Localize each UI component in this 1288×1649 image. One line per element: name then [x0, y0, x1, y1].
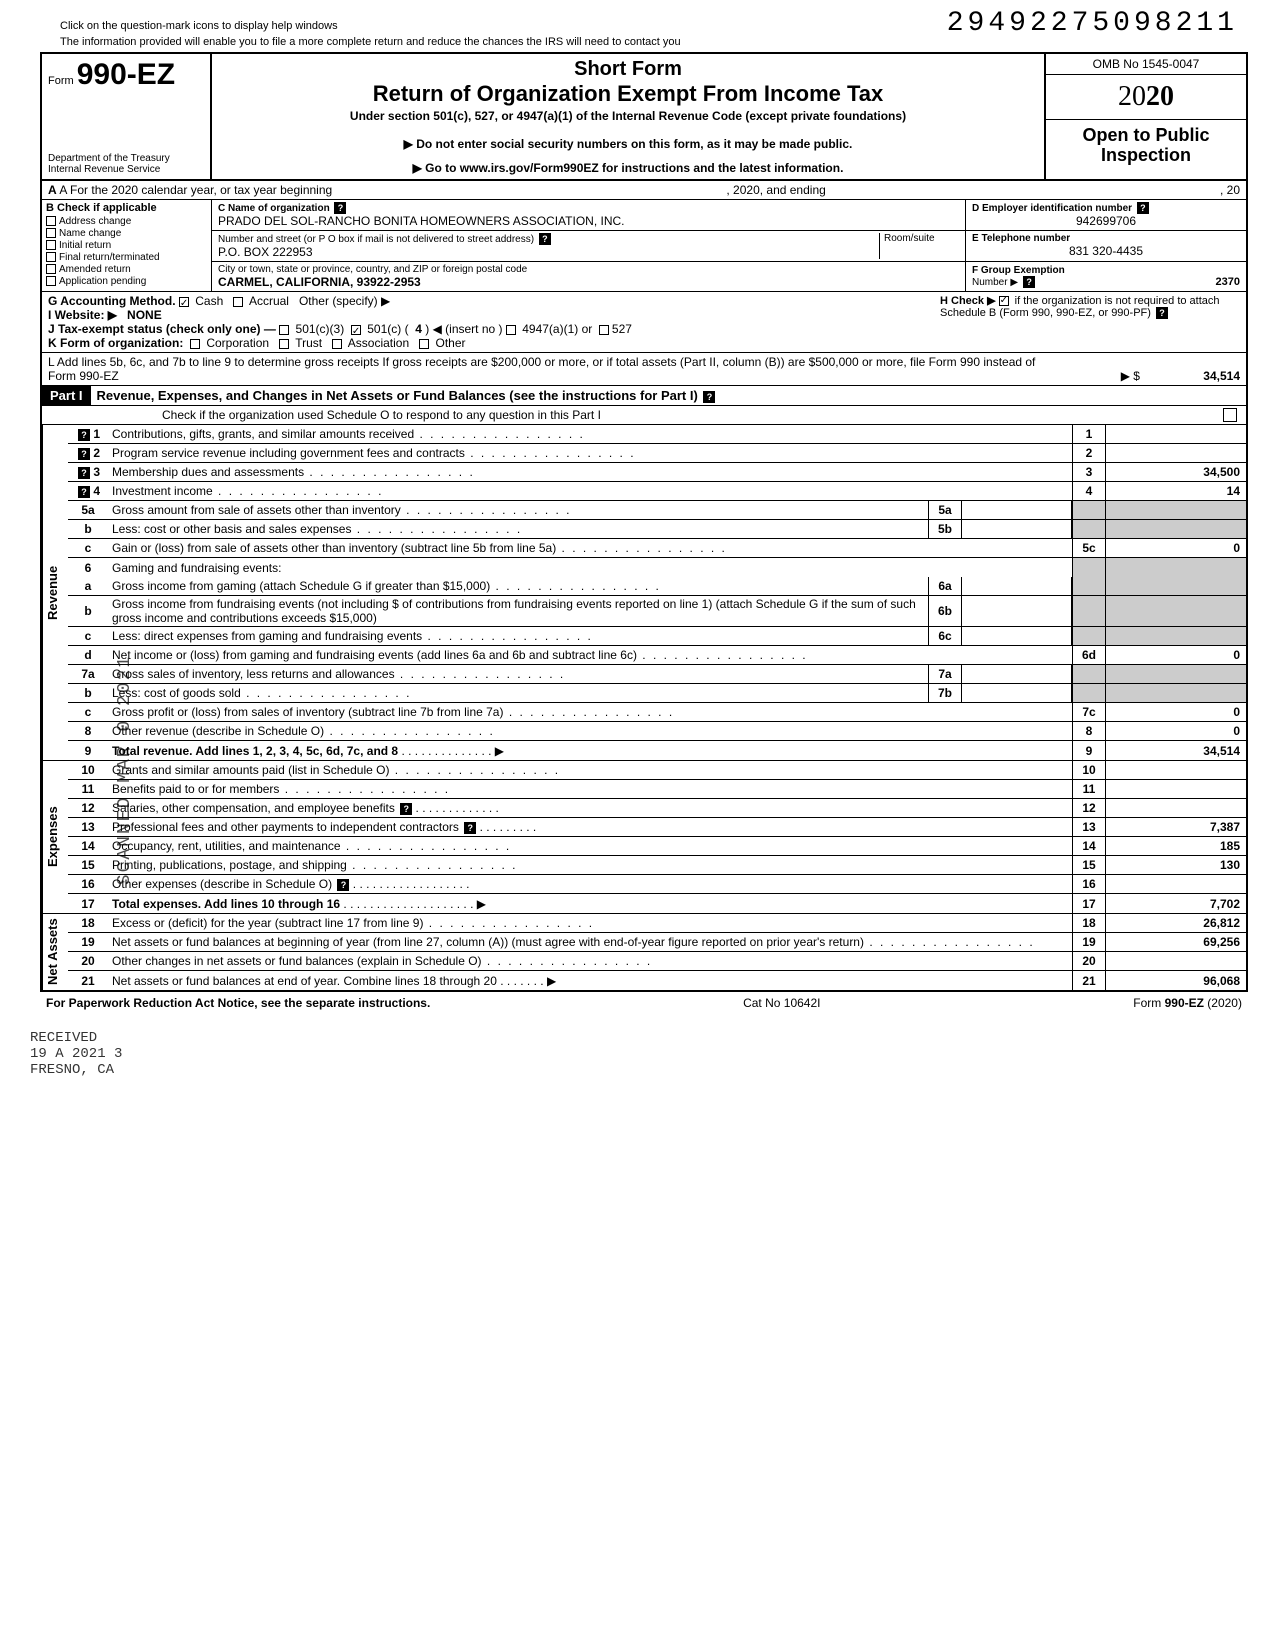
help-icon[interactable]: ?	[1137, 202, 1149, 214]
scanned-stamp: SCANNED MAR 0 2021	[115, 655, 135, 885]
chk-501c3[interactable]	[279, 325, 289, 335]
row-g: G Accounting Method. Cash Accrual Other …	[48, 294, 940, 308]
footer-right: Form 990-EZ (2020)	[1133, 996, 1242, 1010]
chk-cash[interactable]	[179, 297, 189, 307]
expenses-label: Expenses	[42, 761, 68, 913]
goto-link: ▶ Go to www.irs.gov/Form990EZ for instru…	[218, 161, 1038, 175]
help-icon[interactable]: ?	[1023, 276, 1035, 288]
revenue-label: Revenue	[42, 425, 68, 760]
chk-accrual[interactable]	[233, 297, 243, 307]
omb-number: OMB No 1545-0047	[1046, 54, 1246, 75]
help-icon[interactable]: ?	[703, 391, 715, 403]
chk-527[interactable]	[599, 325, 609, 335]
chk-schedo[interactable]	[1223, 408, 1237, 422]
row-a-right: , 20	[1220, 183, 1240, 197]
row-j: J Tax-exempt status (check only one) — 5…	[48, 322, 940, 336]
chk-assoc[interactable]	[332, 339, 342, 349]
tax-year: 2020	[1046, 75, 1246, 120]
chk-trust[interactable]	[279, 339, 289, 349]
form-title: Return of Organization Exempt From Incom…	[218, 81, 1038, 107]
schedo-text: Check if the organization used Schedule …	[162, 408, 601, 422]
chk-address-change[interactable]: Address change	[46, 216, 207, 227]
chk-final-return[interactable]: Final return/terminated	[46, 252, 207, 263]
chk-amended-return[interactable]: Amended return	[46, 264, 207, 275]
row-a-left: A A For the 2020 calendar year, or tax y…	[48, 183, 332, 197]
row-l-arrow: ▶ $	[1121, 369, 1140, 383]
ssn-warning: ▶ Do not enter social security numbers o…	[218, 137, 1038, 151]
footer-left: For Paperwork Reduction Act Notice, see …	[46, 996, 430, 1010]
help-icon[interactable]: ?	[334, 202, 346, 214]
footer-mid: Cat No 10642I	[743, 996, 820, 1010]
open-to-public: Open to Public Inspection	[1046, 120, 1246, 172]
row-a-mid: , 2020, and ending	[726, 183, 825, 197]
chk-corp[interactable]	[190, 339, 200, 349]
part1-title: Revenue, Expenses, and Changes in Net As…	[91, 386, 1246, 405]
address-cell: Number and street (or P O box if mail is…	[212, 231, 966, 261]
dept-treasury: Department of the Treasury	[48, 153, 204, 164]
chk-other-org[interactable]	[419, 339, 429, 349]
form-number: 990-EZ	[77, 58, 175, 91]
dln-number: 29492275098211	[947, 8, 1238, 39]
chk-name-change[interactable]: Name change	[46, 228, 207, 239]
part1-header: Part I	[42, 386, 91, 405]
help-icon[interactable]: ?	[1156, 307, 1168, 319]
row-h: H Check ▶ if the organization is not req…	[940, 294, 1240, 350]
org-name-cell: C Name of organization ? PRADO DEL SOL-R…	[212, 200, 966, 230]
form-prefix: Form	[48, 75, 74, 87]
row-l-text: L Add lines 5b, 6c, and 7b to line 9 to …	[48, 355, 1040, 383]
help-icon[interactable]: ?	[539, 233, 551, 245]
short-form-label: Short Form	[218, 58, 1038, 81]
chk-initial-return[interactable]: Initial return	[46, 240, 207, 251]
row-l-value: 34,514	[1203, 369, 1240, 383]
row-i: I Website: ▶ NONE	[48, 308, 940, 322]
netassets-label: Net Assets	[42, 914, 68, 990]
received-stamp: RECEIVED 19 A 2021 3 FRESNO, CA	[30, 1030, 122, 1078]
ein-cell: D Employer identification number ? 94269…	[966, 200, 1246, 230]
chk-application-pending[interactable]: Application pending	[46, 276, 207, 287]
section-b: B Check if applicable Address change Nam…	[42, 200, 212, 291]
form-subtitle: Under section 501(c), 527, or 4947(a)(1)…	[218, 109, 1038, 123]
form-990ez: Form 990-EZ Department of the Treasury I…	[40, 52, 1248, 992]
chk-sched-b[interactable]	[999, 296, 1009, 306]
row-k: K Form of organization: Corporation Trus…	[48, 336, 940, 350]
group-exemption-cell: F Group Exemption Number ▶ ? 2370	[966, 262, 1246, 291]
city-cell: City or town, state or province, country…	[212, 262, 966, 291]
dept-irs: Internal Revenue Service	[48, 164, 204, 175]
chk-4947[interactable]	[506, 325, 516, 335]
phone-cell: E Telephone number 831 320-4435	[966, 231, 1246, 261]
chk-501c[interactable]	[351, 325, 361, 335]
